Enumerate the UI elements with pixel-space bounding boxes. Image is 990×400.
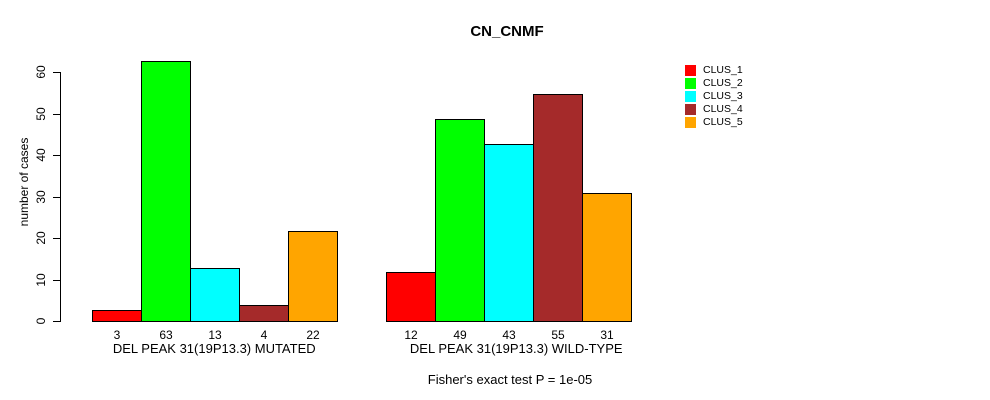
x-group-label: DEL PEAK 31(19P13.3) WILD-TYPE [409,341,623,356]
bar-value-label: 63 [159,328,173,342]
bar-clus_5-group2 [582,193,632,322]
legend-swatch-clus_2 [685,78,696,89]
legend-label-clus_5: CLUS_5 [703,116,743,128]
legend-label-clus_1: CLUS_1 [703,64,743,76]
bar-value-label: 22 [306,328,320,342]
y-axis-line [60,72,61,322]
bar-clus_2-group2 [435,119,485,322]
chart-title: CN_CNMF [470,23,544,40]
bar-value-label: 12 [404,328,418,342]
y-axis-tick [53,155,60,156]
bar-value-label: 13 [208,328,222,342]
legend-label-clus_2: CLUS_2 [703,77,743,89]
bar-clus_3-group2 [484,144,534,322]
bar-clus_1-group2 [386,272,436,322]
bar-value-label: 43 [502,328,516,342]
legend-swatch-clus_4 [685,104,696,115]
bar-value-label: 49 [453,328,467,342]
legend-swatch-clus_3 [685,91,696,102]
legend-label-clus_4: CLUS_4 [703,103,743,115]
y-axis-tick [53,113,60,115]
y-axis-tick [53,321,60,322]
fisher-test-annotation: Fisher's exact test P = 1e-05 [427,372,593,387]
y-axis-tick [53,72,60,73]
bar-value-label: 31 [600,328,614,342]
y-axis-tick [53,238,60,239]
legend-swatch-clus_5 [685,117,696,128]
bar-value-label: 4 [260,328,268,342]
bar-clus_2-group1 [141,61,191,322]
x-group-label: DEL PEAK 31(19P13.3) MUTATED [112,341,316,356]
bar-value-label: 3 [113,328,121,342]
legend-label-clus_3: CLUS_3 [703,90,743,102]
bar-clus_5-group1 [288,231,338,322]
y-axis-tick [53,279,60,281]
y-axis-tick [53,196,60,198]
bar-value-label: 55 [551,328,565,342]
legend-swatch-clus_1 [685,65,696,76]
bar-clus_3-group1 [190,268,240,322]
